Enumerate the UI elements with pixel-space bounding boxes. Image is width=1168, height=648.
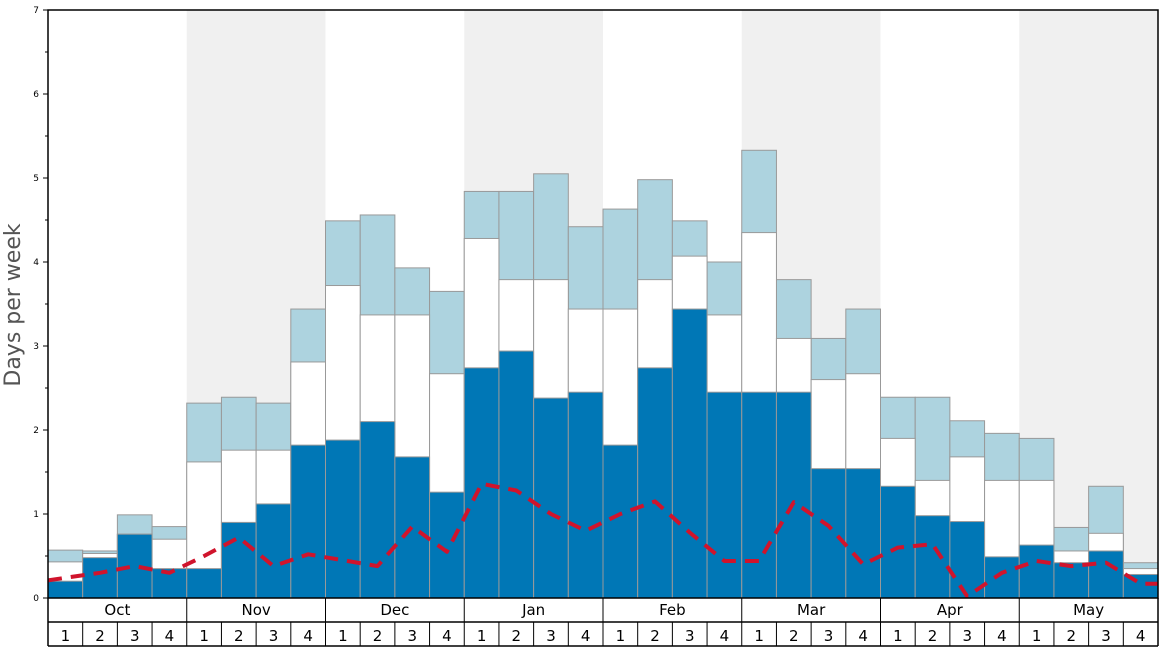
month-label-dec: Dec xyxy=(380,601,409,619)
week-label-mar-1: 1 xyxy=(754,627,764,645)
month-label-jan: Jan xyxy=(521,601,545,619)
week-label-may-2: 2 xyxy=(1067,627,1077,645)
week-label-feb-3: 3 xyxy=(685,627,695,645)
week-label-feb-4: 4 xyxy=(720,627,730,645)
week-label-dec-2: 2 xyxy=(373,627,383,645)
week-label-dec-4: 4 xyxy=(442,627,452,645)
bar-dark-28 xyxy=(1018,544,1055,599)
week-label-jan-1: 1 xyxy=(477,627,487,645)
bar-dark-7 xyxy=(290,444,326,599)
week-label-oct-1: 1 xyxy=(61,627,71,645)
y-tick-label-1: 1 xyxy=(33,510,39,520)
bar-dark-18 xyxy=(671,308,708,599)
week-label-dec-1: 1 xyxy=(338,627,348,645)
y-axis-label: Days per week xyxy=(1,223,26,386)
week-label-feb-1: 1 xyxy=(616,627,626,645)
week-label-may-3: 3 xyxy=(1101,627,1111,645)
week-label-jan-2: 2 xyxy=(512,627,522,645)
y-tick-label-4: 4 xyxy=(33,258,39,268)
month-label-nov: Nov xyxy=(241,601,270,619)
week-label-mar-2: 2 xyxy=(789,627,799,645)
week-label-oct-4: 4 xyxy=(165,627,175,645)
week-label-dec-3: 3 xyxy=(407,627,417,645)
month-label-mar: Mar xyxy=(797,601,826,619)
y-tick-label-2: 2 xyxy=(33,426,39,436)
week-label-nov-1: 1 xyxy=(199,627,209,645)
bar-dark-16 xyxy=(602,444,639,599)
month-label-apr: Apr xyxy=(937,601,964,619)
bar-dark-22 xyxy=(810,468,847,599)
y-tick-label-3: 3 xyxy=(33,342,39,352)
bar-dark-14 xyxy=(533,397,569,599)
week-label-may-1: 1 xyxy=(1032,627,1042,645)
bar-dark-21 xyxy=(775,391,812,599)
trend-line-layer xyxy=(47,481,1158,599)
bar-dark-29 xyxy=(1053,562,1090,599)
week-label-nov-3: 3 xyxy=(269,627,279,645)
bar-dark-1 xyxy=(82,557,118,599)
y-tick-label-5: 5 xyxy=(33,174,39,184)
week-label-jan-3: 3 xyxy=(546,627,556,645)
bar-dark-27 xyxy=(984,556,1020,599)
bar-dark-20 xyxy=(741,391,777,599)
bar-dark-4 xyxy=(186,568,222,599)
bar-dark-5 xyxy=(220,521,257,599)
bar-dark-11 xyxy=(429,491,465,599)
bar-dark-0 xyxy=(47,580,84,599)
week-label-nov-2: 2 xyxy=(234,627,244,645)
y-tick-label-6: 6 xyxy=(33,90,39,100)
bar-dark-25 xyxy=(914,515,951,599)
week-label-apr-1: 1 xyxy=(893,627,903,645)
week-label-apr-3: 3 xyxy=(962,627,972,645)
month-label-feb: Feb xyxy=(659,601,686,619)
bar-dark-17 xyxy=(637,367,673,599)
bar-dark-23 xyxy=(845,468,881,599)
y-tick-label-7: 7 xyxy=(33,6,39,16)
bar-dark-6 xyxy=(255,503,292,599)
month-label-may: May xyxy=(1073,601,1104,619)
bar-dark-9 xyxy=(359,421,396,599)
bar-dark-19 xyxy=(706,391,743,599)
week-label-mar-4: 4 xyxy=(858,627,868,645)
week-label-apr-2: 2 xyxy=(928,627,938,645)
week-label-oct-2: 2 xyxy=(95,627,105,645)
trend-line xyxy=(47,481,1158,599)
week-label-jan-4: 4 xyxy=(581,627,591,645)
axes: 0 1 2 3 4 5 6 7 Oct 1 2 3 4 Nov 1 2 3 4 Dec 1 2 3 4 Jan 1 2 3 4 Feb 1… xyxy=(33,6,1159,647)
month-label-oct: Oct xyxy=(104,601,130,619)
bar-dark-24 xyxy=(880,485,916,599)
y-tick-label-0: 0 xyxy=(33,594,39,604)
bar-dark-2 xyxy=(116,533,153,599)
week-label-feb-2: 2 xyxy=(650,627,660,645)
week-label-mar-3: 3 xyxy=(824,627,834,645)
bar-dark-13 xyxy=(498,350,535,599)
bar-dark-12 xyxy=(463,367,500,599)
week-label-may-4: 4 xyxy=(1136,627,1146,645)
week-label-apr-4: 4 xyxy=(997,627,1007,645)
week-label-oct-3: 3 xyxy=(130,627,140,645)
bar-dark-30 xyxy=(1088,550,1124,599)
week-label-nov-4: 4 xyxy=(303,627,313,645)
bar-dark-15 xyxy=(567,391,604,599)
bar-dark-8 xyxy=(325,439,361,599)
